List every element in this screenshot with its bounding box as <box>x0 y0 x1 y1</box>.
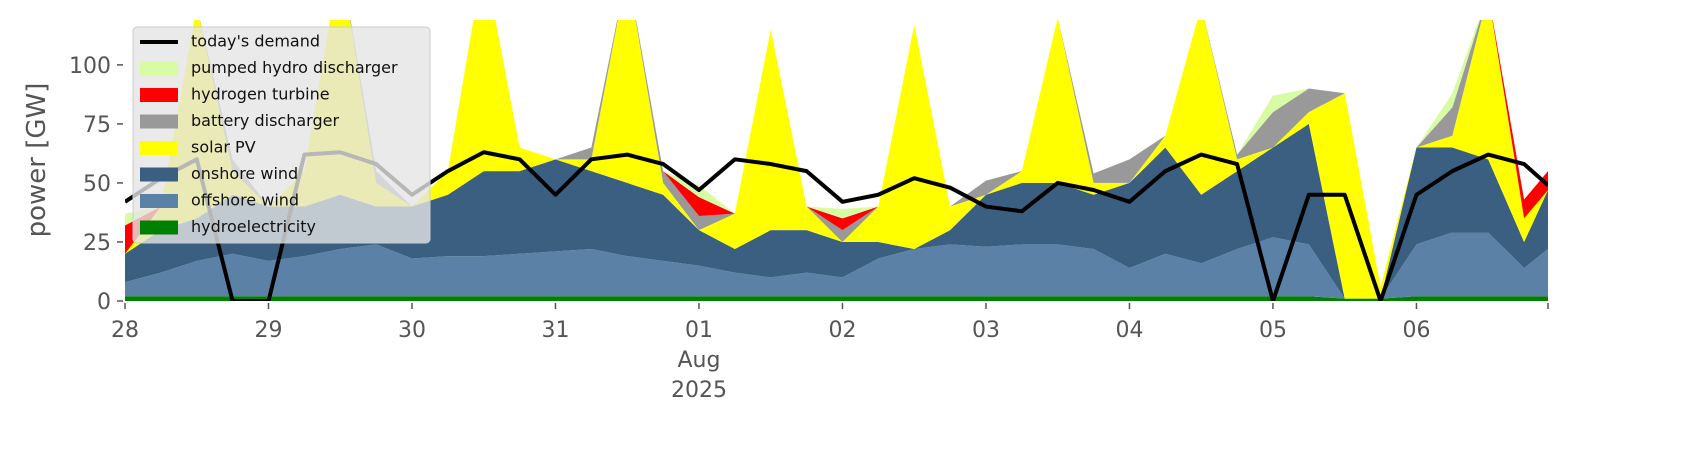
x-tick-label: 01 <box>685 318 713 343</box>
x-tick-label: 02 <box>828 318 856 343</box>
x-tick-label: 29 <box>254 318 282 343</box>
legend-label: onshore wind <box>191 164 298 183</box>
x-tick-sublabel: Aug <box>677 348 720 373</box>
y-axis-label: power [GW] <box>22 83 52 238</box>
legend-label: solar PV <box>191 138 256 157</box>
legend-swatch <box>140 167 178 182</box>
area <box>125 296 1548 301</box>
legend-label: pumped hydro discharger <box>191 58 398 77</box>
legend-swatch <box>140 114 178 129</box>
y-tick-label: 75 <box>83 113 111 138</box>
area <box>125 20 1548 287</box>
legend-swatch <box>140 61 178 76</box>
legend-swatch <box>140 88 178 102</box>
x-tick-label: 03 <box>972 318 1000 343</box>
x-tick-sublabel: 2025 <box>671 378 727 403</box>
legend-swatch <box>140 220 178 235</box>
area <box>125 20 1548 299</box>
x-tick-label: 04 <box>1115 318 1143 343</box>
area <box>125 232 1548 299</box>
area <box>125 123 1548 299</box>
x-tick-label: 05 <box>1259 318 1287 343</box>
x-tick-label: 28 <box>111 318 139 343</box>
legend-label: offshore wind <box>191 191 299 210</box>
legend-swatch <box>140 141 178 155</box>
legend-label: today's demand <box>191 32 320 51</box>
legend-label: battery discharger <box>191 111 339 130</box>
y-tick-label: 50 <box>83 172 111 197</box>
legend-swatch <box>140 194 178 208</box>
x-tick-label: 31 <box>541 318 569 343</box>
y-tick-label: 100 <box>69 54 111 79</box>
legend-label: hydroelectricity <box>191 217 316 236</box>
legend-box <box>132 26 431 244</box>
x-tick-label: 06 <box>1402 318 1430 343</box>
legend: today's demand pumped hydro discharger hyd… <box>132 26 431 244</box>
y-tick-label: 25 <box>83 231 111 256</box>
legend-label: hydrogen turbine <box>191 85 330 104</box>
y-tick-label: 0 <box>97 290 111 315</box>
x-tick-label: 30 <box>398 318 426 343</box>
